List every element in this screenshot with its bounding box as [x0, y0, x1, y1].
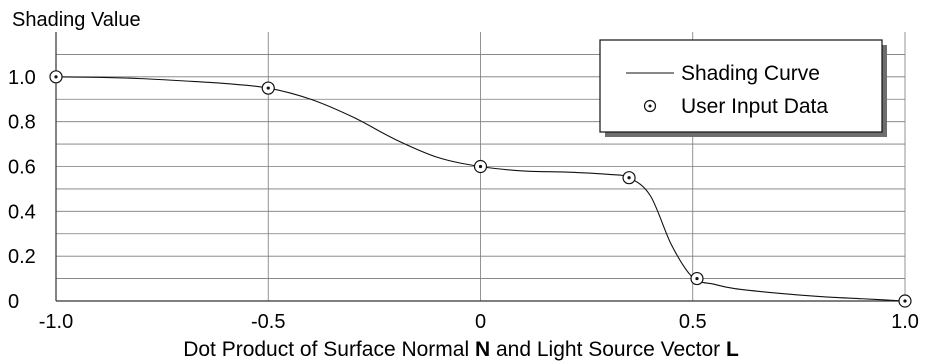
- x-axis-label: Dot Product of Surface Normal N and Ligh…: [183, 338, 739, 361]
- x-tick-label: 0: [475, 311, 486, 333]
- x-tick-label: -1.0: [39, 311, 73, 333]
- y-tick-label: 0.6: [8, 157, 36, 179]
- x-tick-label: 1.0: [891, 311, 919, 333]
- x-axis-label-part: L: [726, 338, 739, 361]
- tick-labels: 0 0.2 0.4 0.6 0.8 1.0 -1.0 -0.5 0 0.5 1.0: [8, 67, 919, 333]
- y-tick-label: 0: [8, 291, 19, 313]
- user-input-data-point: [690, 271, 704, 286]
- user-input-data-point: [622, 171, 636, 185]
- series: [49, 70, 912, 308]
- legend-marker-dot: [648, 104, 652, 108]
- x-axis-label-part: Dot Product of Surface Normal: [183, 338, 475, 361]
- data-point-dot: [478, 164, 483, 169]
- shading-curve-line: [55, 76, 906, 302]
- user-input-data-point: [49, 70, 63, 84]
- y-tick-label: 0.8: [8, 112, 36, 134]
- legend-entry-user-input-data: User Input Data: [681, 95, 828, 118]
- user-input-data-point: [898, 294, 912, 308]
- data-point-dot: [695, 276, 699, 281]
- y-tick-label: 0.4: [8, 201, 36, 223]
- data-point-dot: [266, 86, 270, 90]
- legend: Shading Curve User Input Data: [599, 39, 887, 137]
- user-input-data-point: [261, 81, 275, 95]
- legend-box: [599, 39, 883, 133]
- data-point-dot: [54, 75, 58, 79]
- data-point-dot: [627, 176, 631, 180]
- legend-entry-shading-curve: Shading Curve: [681, 62, 820, 85]
- data-point-dot: [903, 299, 907, 303]
- y-tick-label: 1.0: [8, 67, 36, 89]
- user-input-data-point: [473, 159, 488, 174]
- x-tick-label: 0.5: [679, 311, 707, 333]
- x-axis-label-part: and Light Source Vector: [490, 338, 726, 361]
- x-tick-label: -0.5: [251, 311, 285, 333]
- y-tick-label: 0.2: [8, 246, 36, 268]
- y-axis-label: Shading Value: [12, 9, 141, 31]
- x-axis-label-part: N: [475, 338, 490, 361]
